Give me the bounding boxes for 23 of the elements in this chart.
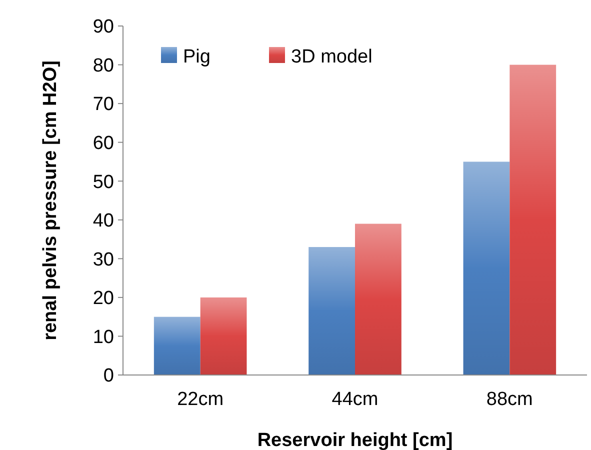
x-axis-title: Reservoir height [cm] [257,430,453,450]
bar [154,316,200,375]
bar [463,162,510,375]
bar [355,224,402,375]
y-tick-label: 0 [103,366,114,387]
bar [510,64,556,375]
x-tick-label: 88cm [486,389,533,410]
x-tick-label: 22cm [177,389,224,410]
y-tick-label: 40 [92,210,114,232]
y-tick-label: 30 [92,249,114,270]
bar [200,297,247,375]
bar [308,247,355,375]
y-tick-label: 50 [92,172,114,193]
y-tick-label: 90 [92,16,114,38]
legend-label: 3D model [291,46,372,68]
y-tick-label: 60 [92,132,114,154]
legend-label: Pig [183,46,210,68]
y-tick-label: 70 [92,94,114,116]
y-tick-label: 80 [92,55,114,76]
y-axis-title: renal pelvis pressure [cm H2O] [40,60,61,340]
y-tick-label: 20 [92,288,114,310]
y-tick-label: 10 [92,326,114,348]
x-tick-label: 44cm [332,389,378,410]
